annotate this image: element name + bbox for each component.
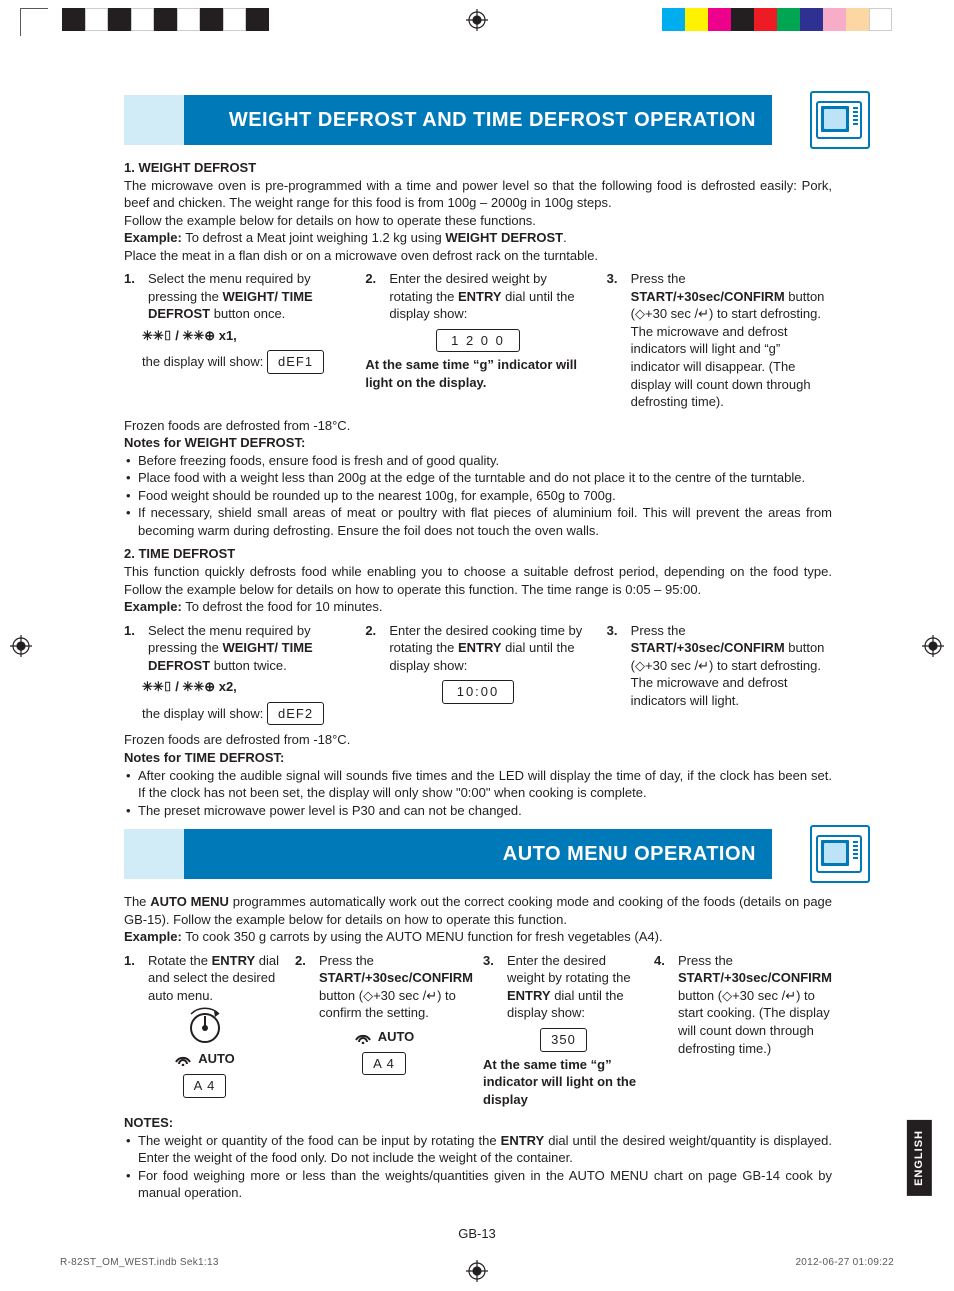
- body-text: This function quickly defrosts food whil…: [124, 563, 832, 598]
- body-text: The microwave oven is pre-programmed wit…: [124, 177, 832, 212]
- imprint-line: R-82ST_OM_WEST.indb Sek1:13 2012-06-27 0…: [60, 1256, 894, 1270]
- example-line: Example: To defrost the food for 10 minu…: [124, 598, 832, 616]
- display-value: A 4: [183, 1074, 227, 1098]
- registration-mark-icon: [922, 635, 944, 657]
- body-text: Frozen foods are defrosted from -18°C.: [124, 417, 832, 435]
- step-2: 2. Enter the desired weight by rotating …: [365, 270, 590, 323]
- symbol-row: ✳✳⌷ / ✳✳⊕ x2,: [124, 678, 349, 696]
- color-bar-left: [62, 8, 269, 31]
- registration-mark-icon: [10, 635, 32, 657]
- symbol-row: ✳✳⌷ / ✳✳⊕ x1,: [124, 327, 349, 345]
- body-text: The AUTO MENU programmes automatically w…: [124, 893, 832, 928]
- example-line: Example: To defrost a Meat joint weighin…: [124, 229, 832, 247]
- body-text: Follow the example below for details on …: [124, 212, 832, 230]
- registration-mark-icon: [466, 9, 488, 31]
- auto-wave-icon: [354, 1030, 372, 1044]
- auto-indicator: AUTO: [124, 1050, 285, 1068]
- color-bar-right: [662, 8, 892, 31]
- step-3: 3. Enter the desired weight by rotating …: [483, 952, 644, 1022]
- example-line: Example: To cook 350 g carrots by using …: [124, 928, 832, 946]
- dial-icon: [181, 1006, 229, 1046]
- step-4: 4. Press the START/+30sec/CONFIRM button…: [654, 952, 832, 1057]
- example-label: Example:: [124, 230, 182, 245]
- page-content: WEIGHT DEFROST AND TIME DEFROST OPERATIO…: [124, 95, 832, 1202]
- microwave-icon: [816, 835, 862, 873]
- notes-list: After cooking the audible signal will so…: [124, 767, 832, 820]
- page-number: GB-13: [0, 1225, 954, 1243]
- display-value: A 4: [362, 1052, 406, 1076]
- heading-weight-defrost: 1. WEIGHT DEFROST: [124, 159, 832, 177]
- step-1: 1. Select the menu required by pressing …: [124, 270, 349, 323]
- microwave-icon: [816, 101, 862, 139]
- notes-heading: NOTES:: [124, 1114, 832, 1132]
- body-text: Place the meat in a flan dish or on a mi…: [124, 247, 832, 265]
- notes-list: The weight or quantity of the food can b…: [124, 1132, 832, 1202]
- display-value: 10:00: [442, 680, 515, 704]
- step-1: 1. Select the menu required by pressing …: [124, 622, 349, 675]
- step-3: 3. Press the START/+30sec/CONFIRM button…: [607, 622, 832, 710]
- auto-wave-icon: [174, 1052, 192, 1066]
- notes-heading: Notes for WEIGHT DEFROST:: [124, 434, 832, 452]
- auto-indicator: AUTO: [295, 1028, 473, 1046]
- indicator-note: At the same time “g” indicator will ligh…: [483, 1056, 644, 1109]
- imprint-file: R-82ST_OM_WEST.indb Sek1:13: [60, 1256, 219, 1270]
- step-2: 2. Press the START/+30sec/CONFIRM button…: [295, 952, 473, 1022]
- indicator-note: At the same time “g” indicator will ligh…: [365, 356, 590, 391]
- step-3: 3. Press the START/+30sec/CONFIRM button…: [607, 270, 832, 410]
- display-line: the display will show: dEF1: [124, 348, 349, 374]
- imprint-date: 2012-06-27 01:09:22: [795, 1256, 894, 1270]
- notes-heading: Notes for TIME DEFROST:: [124, 749, 832, 767]
- display-value: dEF1: [267, 350, 324, 374]
- step-2: 2. Enter the desired cooking time by rot…: [365, 622, 590, 675]
- section-banner-auto-menu: AUTO MENU OPERATION: [124, 829, 832, 879]
- body-text: Frozen foods are defrosted from -18°C.: [124, 731, 832, 749]
- display-line: the display will show: dEF2: [124, 700, 349, 726]
- notes-list: Before freezing foods, ensure food is fr…: [124, 452, 832, 540]
- crop-mark: [20, 8, 48, 36]
- section-title: AUTO MENU OPERATION: [184, 829, 766, 879]
- display-value: 1 2 0 0: [436, 329, 520, 353]
- display-value: dEF2: [267, 702, 324, 726]
- step-1: 1. Rotate the ENTRY dial and select the …: [124, 952, 285, 1005]
- section-banner-defrost: WEIGHT DEFROST AND TIME DEFROST OPERATIO…: [124, 95, 832, 145]
- section-title: WEIGHT DEFROST AND TIME DEFROST OPERATIO…: [184, 95, 766, 145]
- language-tab: ENGLISH: [907, 1120, 932, 1196]
- display-value: 350: [540, 1028, 587, 1052]
- heading-time-defrost: 2. TIME DEFROST: [124, 545, 832, 563]
